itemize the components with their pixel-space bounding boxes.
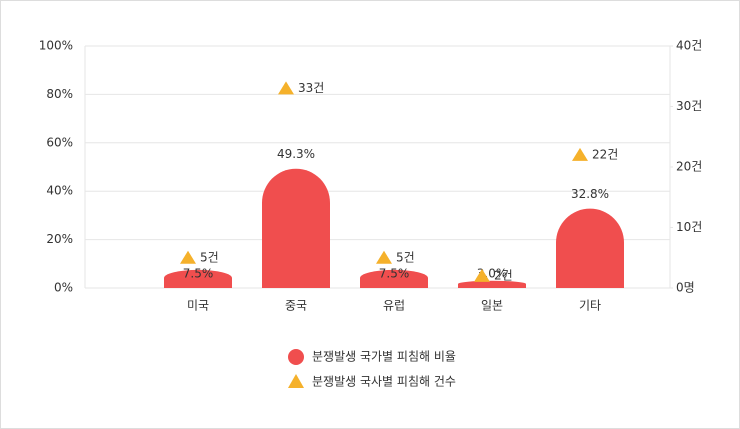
triangle-value-label: 5건 [396, 250, 415, 264]
legend-label: 분쟁발생 국사별 피침해 건수 [312, 375, 456, 389]
y-tick-label: 20% [46, 232, 73, 246]
legend-marker [288, 349, 304, 365]
triangle-value-label: 33건 [298, 81, 324, 95]
bar [262, 168, 330, 288]
bar [164, 269, 232, 288]
y-tick-label: 60% [46, 135, 73, 149]
triangle-marker [572, 147, 588, 161]
bar [360, 269, 428, 288]
y2-tick-label: 30건 [676, 99, 702, 113]
y2-tick-label: 0명 [676, 281, 695, 295]
x-tick-label: 유럽 [383, 299, 405, 313]
y2-tick-label: 10건 [676, 220, 702, 234]
y-tick-label: 0% [54, 281, 73, 295]
legend-label: 분쟁발생 국가별 피침해 비율 [312, 350, 456, 364]
y-tick-label: 100% [39, 39, 73, 53]
bar-value-label: 7.5% [379, 267, 410, 281]
y2-tick-label: 40건 [676, 39, 702, 53]
triangle-marker [278, 81, 294, 95]
triangle-marker [180, 250, 196, 264]
x-tick-label: 미국 [187, 299, 209, 313]
y2-tick-label: 20건 [676, 160, 702, 174]
bar-value-label: 32.8% [571, 187, 609, 201]
bar-value-label: 7.5% [183, 267, 214, 281]
triangle-marker [376, 250, 392, 264]
triangle-value-label: 5건 [200, 250, 219, 264]
y-tick-label: 40% [46, 184, 73, 198]
x-tick-label: 중국 [285, 299, 307, 313]
bar-value-label: 49.3% [277, 147, 315, 161]
bar [458, 280, 526, 288]
triangle-marker [474, 268, 490, 282]
y-tick-label: 80% [46, 87, 73, 101]
triangle-value-label: 2건 [494, 268, 513, 282]
bar [556, 208, 624, 288]
x-tick-label: 일본 [481, 299, 503, 313]
triangle-value-label: 22건 [592, 147, 618, 161]
legend-marker [288, 374, 304, 388]
x-tick-label: 기타 [579, 299, 601, 313]
